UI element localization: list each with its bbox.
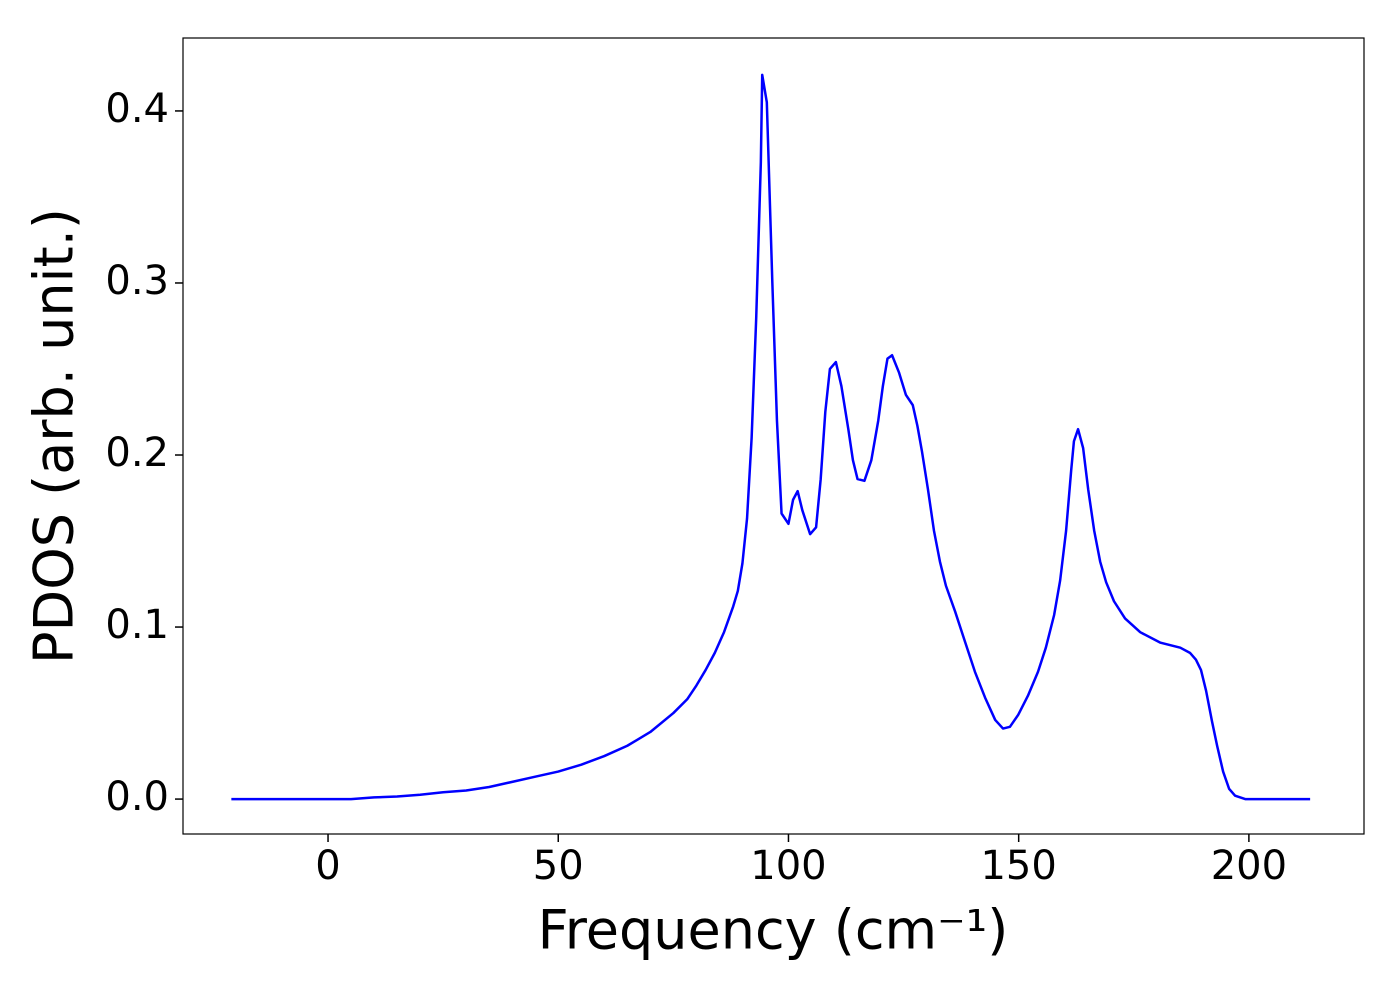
data-line — [231, 73, 1311, 801]
x-tick-label: 0 — [315, 843, 340, 889]
y-tick-label: 0.2 — [105, 430, 169, 476]
x-tick-label: 50 — [533, 843, 584, 889]
x-tick-label: 100 — [750, 843, 826, 889]
y-tick-label: 0.4 — [105, 86, 169, 132]
y-tick-label: 0.1 — [105, 602, 169, 648]
x-axis-label: Frequency (cm⁻¹) — [538, 899, 1009, 962]
y-tick-label: 0.3 — [105, 258, 169, 304]
x-tick-label: 200 — [1211, 843, 1287, 889]
plot-frame — [182, 37, 1365, 835]
y-axis-label: PDOS (arb. unit.) — [23, 208, 86, 664]
x-tick-label: 150 — [980, 843, 1056, 889]
y-tick-label: 0.0 — [105, 774, 169, 820]
